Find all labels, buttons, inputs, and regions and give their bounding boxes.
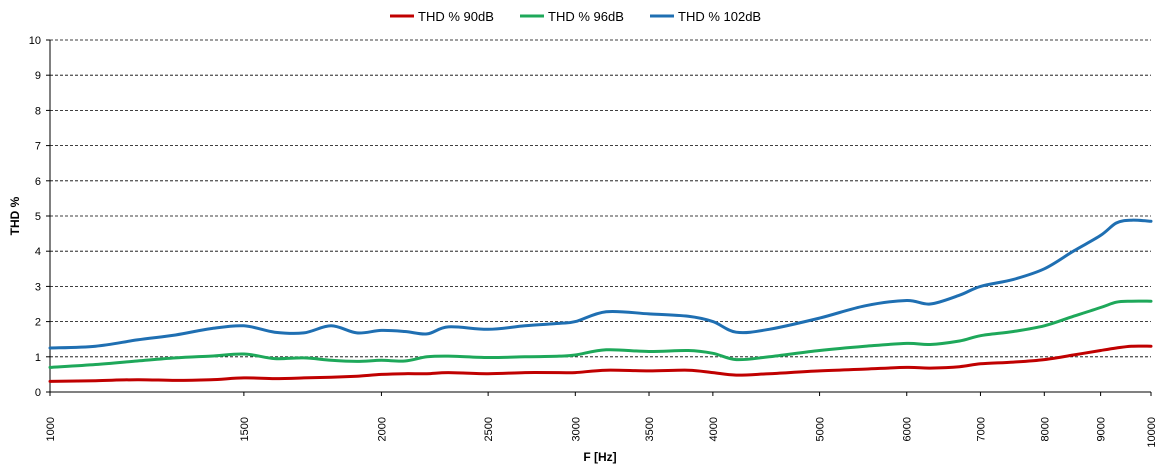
x-tick-label: 9000 bbox=[1096, 417, 1108, 441]
x-tick-label: 8000 bbox=[1039, 417, 1051, 441]
x-tick-label: 3500 bbox=[644, 417, 656, 441]
y-tick-label: 3 bbox=[35, 281, 41, 293]
x-axis-label: F [Hz] bbox=[583, 450, 616, 464]
x-tick-label: 7000 bbox=[975, 417, 987, 441]
legend-label: THD % 96dB bbox=[548, 9, 624, 24]
axes bbox=[49, 40, 1152, 396]
x-tick-label: 1000 bbox=[45, 417, 57, 441]
y-tick-label: 2 bbox=[35, 317, 41, 329]
x-tick-labels: 1000 1500 2000 2500 3000 3500 4000 5000 6000 7000… bbox=[45, 417, 1158, 448]
y-tick-label: 7 bbox=[35, 141, 41, 153]
x-tick-label: 3000 bbox=[570, 417, 582, 441]
x-tick-label: 2500 bbox=[483, 417, 495, 441]
x-tick-label: 2000 bbox=[376, 417, 388, 441]
y-axis-label: THD % bbox=[8, 196, 22, 235]
series-lines bbox=[48, 218, 1153, 383]
grid-lines bbox=[46, 39, 1151, 393]
x-tick-label: 10000 bbox=[1146, 417, 1158, 448]
y-tick-label: 9 bbox=[35, 70, 41, 82]
x-tick-label: 4000 bbox=[708, 417, 720, 441]
y-tick-label: 6 bbox=[35, 176, 41, 188]
series-line-1 bbox=[48, 299, 1153, 369]
y-tick-label: 5 bbox=[35, 211, 41, 223]
y-tick-label: 0 bbox=[35, 387, 41, 399]
x-tick-label: 1500 bbox=[239, 417, 251, 441]
y-tick-label: 4 bbox=[35, 246, 41, 258]
legend: THD % 90dB THD % 96dB THD % 102dB bbox=[390, 9, 761, 24]
x-tick-label: 6000 bbox=[902, 417, 914, 441]
series-line-0 bbox=[48, 344, 1153, 383]
y-tick-label: 10 bbox=[29, 35, 41, 47]
legend-label: THD % 102dB bbox=[678, 9, 761, 24]
x-tick-label: 5000 bbox=[815, 417, 827, 441]
y-tick-label: 8 bbox=[35, 105, 41, 117]
legend-label: THD % 90dB bbox=[418, 9, 494, 24]
series-line-2 bbox=[48, 218, 1153, 350]
y-tick-labels: 0 1 2 3 4 5 6 7 8 9 10 bbox=[29, 35, 41, 399]
y-tick-label: 1 bbox=[35, 352, 41, 364]
